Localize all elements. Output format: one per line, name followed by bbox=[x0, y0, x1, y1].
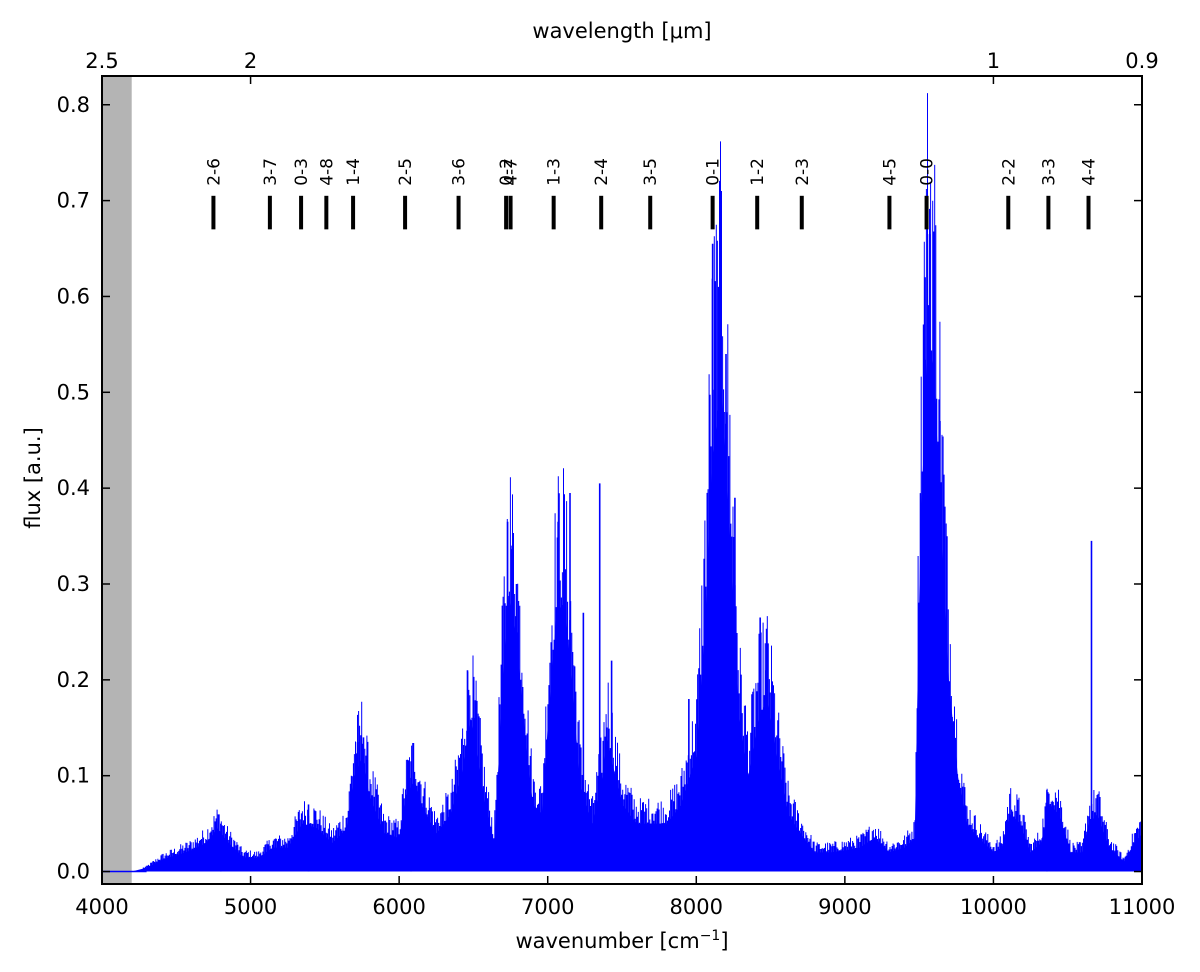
plot-frame bbox=[101, 75, 1143, 885]
top-tick-label: 2.5 bbox=[85, 49, 118, 73]
x-axis-ticks: 4000 5000 6000 7000 8000 9000 10000 11000 bbox=[75, 876, 1175, 919]
band-label: 0-0 bbox=[918, 158, 938, 186]
y-tick-label: 0.1 bbox=[57, 764, 90, 788]
band-label: 4-8 bbox=[317, 158, 337, 186]
y-axis-label: flux [a.u.] bbox=[21, 427, 45, 529]
band-label: 3-6 bbox=[450, 158, 470, 186]
band-label: 4-5 bbox=[880, 158, 900, 186]
x-tick-label: 10000 bbox=[960, 895, 1027, 919]
y-tick-label: 0.2 bbox=[57, 668, 90, 692]
band-label: 1-4 bbox=[344, 158, 364, 186]
band-label: 3-3 bbox=[1039, 158, 1059, 186]
x-tick-label: 7000 bbox=[521, 895, 574, 919]
top-axis-ticks: 2.5 2 1 0.9 bbox=[85, 49, 1159, 84]
band-label: 0-2 bbox=[497, 158, 517, 186]
x-tick-label: 5000 bbox=[224, 895, 277, 919]
band-label: 2-2 bbox=[999, 158, 1019, 186]
y-tick-label: 0.6 bbox=[57, 284, 90, 308]
band-label: 1-2 bbox=[748, 158, 768, 186]
y-tick-label: 0.8 bbox=[57, 93, 90, 117]
top-tick-label: 2 bbox=[244, 49, 257, 73]
band-label: 2-3 bbox=[793, 158, 813, 186]
x-axis-label: wavenumber [cm−1] bbox=[515, 928, 728, 953]
x-tick-label: 9000 bbox=[818, 895, 871, 919]
band-label: 3-5 bbox=[641, 158, 661, 186]
band-label: 4-4 bbox=[1080, 158, 1100, 186]
band-markers: 2-6 3-7 0-3 4-8 1-4 2-5 3-6 0-24-7 1-3 2-4 3-5 0-1 1… bbox=[204, 158, 1100, 230]
top-tick-label: 0.9 bbox=[1125, 49, 1158, 73]
x-tick-label: 11000 bbox=[1109, 895, 1176, 919]
band-label: 2-5 bbox=[396, 158, 416, 186]
y-tick-label: 0.4 bbox=[57, 476, 90, 500]
y-tick-label: 0.7 bbox=[57, 189, 90, 213]
x-tick-label: 8000 bbox=[670, 895, 723, 919]
band-label: 2-6 bbox=[204, 158, 224, 186]
band-label: 0-3 bbox=[292, 158, 312, 186]
y-axis-ticks: 0.0 0.1 0.2 0.3 0.4 0.5 0.6 0.7 0.8 bbox=[57, 93, 1142, 884]
x-tick-label: 4000 bbox=[75, 895, 128, 919]
band-label: 0-1 bbox=[704, 158, 724, 186]
shaded-region bbox=[102, 76, 132, 884]
y-tick-label: 0.3 bbox=[57, 572, 90, 596]
top-tick-label: 1 bbox=[987, 49, 1000, 73]
spectrum-line-cluster bbox=[142, 93, 1143, 872]
spectrum-fine-structure bbox=[142, 93, 1143, 872]
band-label: 2-4 bbox=[592, 158, 612, 186]
band-label: 4-7 bbox=[502, 158, 522, 186]
top-axis-label: wavelength [μm] bbox=[532, 19, 711, 43]
y-tick-label: 0.5 bbox=[57, 380, 90, 404]
y-tick-label: 0.0 bbox=[57, 860, 90, 884]
band-label: 3-7 bbox=[261, 158, 281, 186]
plot-area bbox=[102, 76, 1143, 884]
spectrum-area bbox=[102, 334, 1142, 872]
x-tick-label: 6000 bbox=[372, 895, 425, 919]
band-label: 1-3 bbox=[545, 158, 565, 186]
